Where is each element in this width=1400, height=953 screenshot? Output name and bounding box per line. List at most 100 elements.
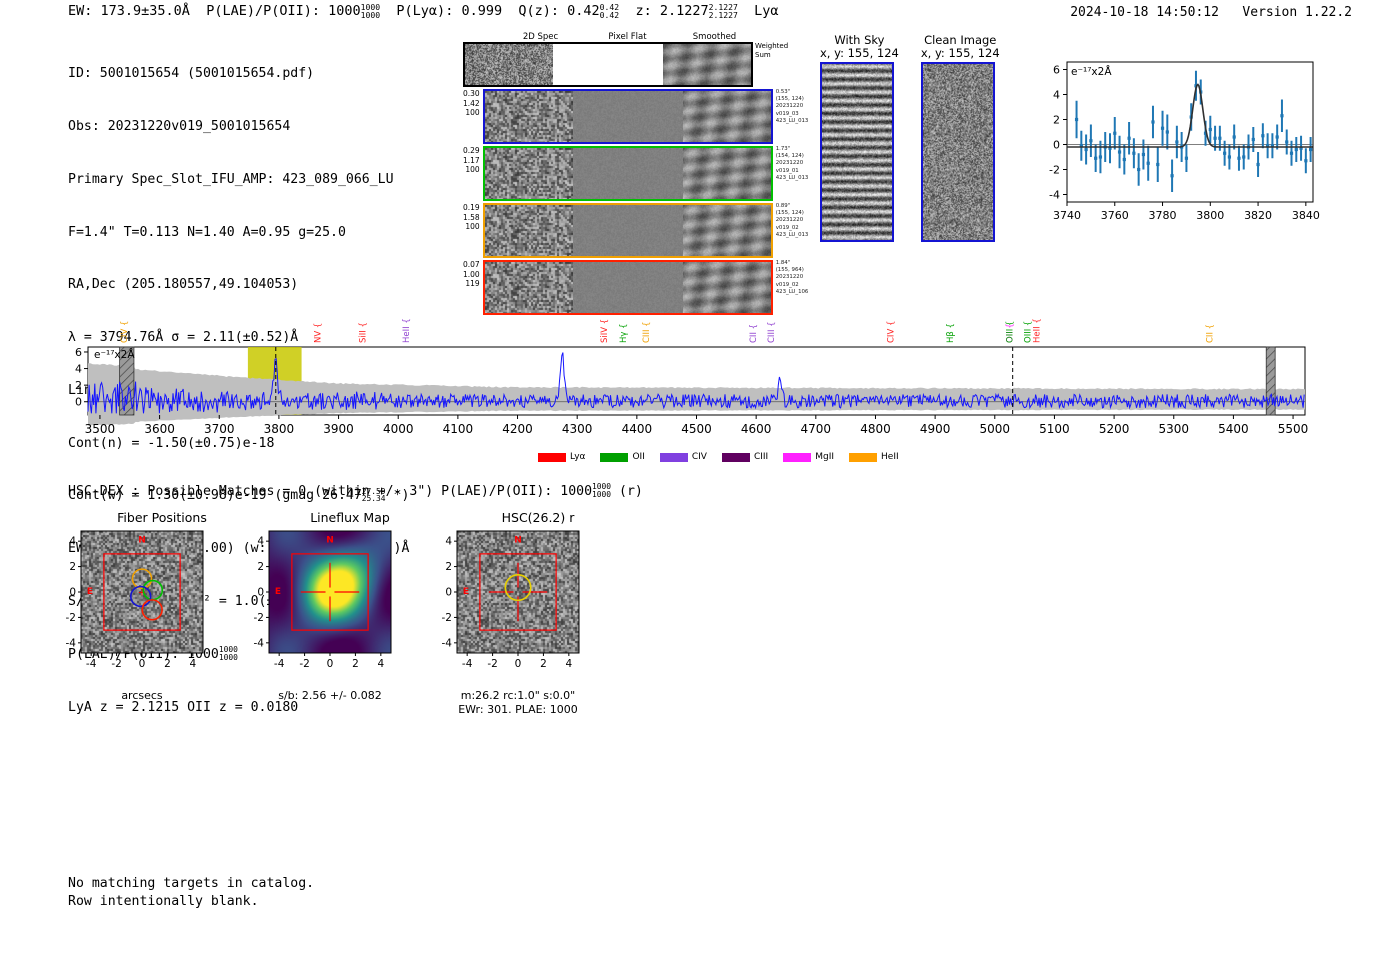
plya-value: 0.999: [461, 3, 503, 20]
info-radec: RA,Dec (205.180557,49.104053): [68, 277, 299, 293]
fiber-row: 0.29 1.17 100 1.73" (154, 124) 20231220 v019_0…: [463, 146, 808, 201]
fiber-metric-value: 100: [465, 165, 480, 174]
svg-text:CIV {: CIV {: [120, 321, 130, 343]
col-title-2dspec: 2D Spec: [522, 32, 559, 42]
fiber-metric-value: 1.58: [463, 212, 480, 222]
fiber-gray-image: [484, 91, 573, 142]
image-panel-axes: N E -4 -4 -2 -2 0 0 2 2 4 4: [442, 530, 580, 670]
image-panel-bitmap: [81, 531, 203, 653]
fiber-metadata-line: 423_LU_013: [775, 231, 809, 238]
plae-value: 1000: [328, 3, 361, 20]
svg-text:-4: -4: [462, 658, 473, 670]
full-spectrum-svg: CIV {NV {SiII {HeII {SiIV {Hγ {CIII {CII…: [75, 318, 1309, 436]
z-value: 2.1227: [659, 3, 709, 20]
timestamp-version: 2024-10-18 14:50:12 Version 1.22.2: [1070, 5, 1352, 20]
image-panel-bitmap: [269, 531, 391, 653]
fiber-metadata-line: (155, 124): [775, 96, 804, 103]
with-sky-image: [820, 62, 894, 242]
svg-text:4: 4: [565, 658, 572, 670]
svg-text:OIII {: OIII {: [1024, 321, 1034, 343]
emission-line-legend: Lyα OII CIV CIII MgII HeII: [538, 452, 899, 462]
svg-text:0: 0: [75, 396, 82, 409]
qz-errors: 0.42 0.42: [599, 2, 620, 21]
fiber-rows-container: 0.30 1.42 100 0.53" (155, 124) 20231220 v019_0…: [463, 89, 808, 315]
svg-text:0: 0: [1053, 139, 1060, 152]
z-errors: 2.1227 2.1227: [708, 2, 738, 21]
svg-text:0: 0: [445, 587, 452, 599]
svg-text:-4: -4: [274, 658, 285, 670]
fiber-metadata-line: 423_LU_106: [775, 288, 809, 295]
cutout-clean-image: Clean Image x, y: 155, 124: [920, 34, 1000, 242]
fiber-metadata: 0.53" (155, 124) 20231220 v019_03 423_LU_013: [773, 89, 809, 144]
cutout-image-group: With Sky x, y: 155, 124 Clean Image x, y…: [820, 34, 1000, 242]
line-zoom-chart: -4 -2 0 2 4 6 3740 3760 3780 3800 3820 3840 e⁻¹⁷x2Å: [1035, 50, 1320, 254]
cutout-coords-with-sky: x, y: 155, 124: [820, 46, 899, 60]
hsc-dex-filter: (r): [619, 483, 643, 499]
fiber-row: 0.19 1.58 100 0.89" (155, 124) 20231220 v019_0…: [463, 203, 808, 258]
svg-text:Hγ {: Hγ {: [619, 323, 629, 343]
info-plae-errors: 1000 1000: [218, 644, 238, 662]
gmag-errors: 27.59 25.34: [361, 486, 386, 504]
svg-text:4200: 4200: [502, 422, 533, 436]
fiber-metadata-line: 1.84": [775, 260, 791, 266]
fiber-metric-value: 100: [465, 108, 480, 117]
svg-text:-2: -2: [442, 612, 452, 624]
fiber-metadata-line: 423_LU_013: [775, 174, 809, 181]
svg-text:5200: 5200: [1099, 422, 1130, 436]
svg-text:0: 0: [327, 658, 334, 670]
image-panel-caption: s/b: 2.56 +/- 0.082: [278, 689, 382, 702]
svg-text:Hβ {: Hβ {: [946, 323, 956, 343]
svg-text:3800: 3800: [264, 422, 295, 436]
fiber-metadata-line: 20231220: [775, 160, 804, 167]
fiber-metadata-line: 1.73": [775, 146, 791, 152]
legend-item: HeII: [849, 452, 899, 462]
weighted-sum-label: Weighted Sum: [755, 42, 789, 59]
svg-text:3800: 3800: [1196, 209, 1224, 222]
report-datetime: 2024-10-18 14:50:12: [1070, 5, 1219, 20]
fiber-metrics: 0.29 1.17 100: [463, 146, 483, 201]
svg-text:2: 2: [257, 561, 264, 573]
svg-text:3820: 3820: [1244, 209, 1272, 222]
legend-item: MgII: [783, 452, 834, 462]
svg-text:5500: 5500: [1278, 422, 1309, 436]
hsc-dex-plae-errors: 1000 1000: [592, 482, 612, 499]
svg-text:2: 2: [352, 658, 359, 670]
svg-text:-2: -2: [111, 658, 121, 670]
fiber-flat-image: [572, 262, 683, 313]
fiber-metadata-line: 20231220: [775, 103, 804, 110]
fiber-metadata-line: v019_03: [775, 110, 799, 117]
svg-text:2: 2: [69, 561, 76, 573]
footer-line-1: No matching targets in catalog.: [68, 876, 315, 891]
legend-label: OII: [632, 452, 645, 462]
weighted-smoothed-image: [663, 44, 751, 85]
qz-value: 0.42: [567, 3, 600, 20]
svg-text:e⁻¹⁷x2Å: e⁻¹⁷x2Å: [1071, 65, 1112, 78]
svg-text:-2: -2: [299, 658, 309, 670]
svg-text:OIII {: OIII {: [1006, 321, 1016, 343]
hsc-dex-summary: HSC-DEX : Possible Matches = 0 (within +…: [68, 483, 643, 499]
image-panel-lineflux-map: Lineflux Map N E -4 -4 -2 -2 0 0 2 2 4 4 s/b: 2.56 +/…: [243, 510, 431, 716]
plae-label: P(LAE)/P(OII):: [206, 3, 320, 20]
svg-text:0: 0: [257, 587, 264, 599]
svg-text:4000: 4000: [383, 422, 414, 436]
svg-text:-2: -2: [66, 612, 76, 624]
svg-text:5300: 5300: [1158, 422, 1189, 436]
fiber-metric-value: 100: [465, 222, 480, 231]
image-panel-fiber-positions: Fiber Positions N E + -4 -4 -2 -2 0 0 2 2 4 4 arcsecs: [55, 510, 243, 716]
legend-swatch: [721, 452, 750, 462]
fiber-metric-value: 0.19: [463, 203, 480, 212]
fiber-image-strip: [482, 260, 773, 315]
footer-note: No matching targets in catalog. Row inte…: [68, 875, 314, 911]
svg-text:2: 2: [540, 658, 547, 670]
fiber-metadata-line: 0.53": [775, 89, 791, 95]
svg-text:3780: 3780: [1149, 209, 1177, 222]
col-title-pixelflat: Pixel Flat: [608, 32, 647, 42]
svg-text:4: 4: [257, 536, 264, 548]
fiber-metric-value: 1.00: [463, 269, 480, 279]
svg-text:3760: 3760: [1101, 209, 1129, 222]
svg-text:CII {: CII {: [749, 324, 759, 343]
weighted-sum-strip: [463, 42, 753, 87]
svg-text:4: 4: [189, 658, 196, 670]
clean-image: [920, 62, 995, 242]
image-panel-title: HSC(26.2) r: [501, 510, 575, 525]
